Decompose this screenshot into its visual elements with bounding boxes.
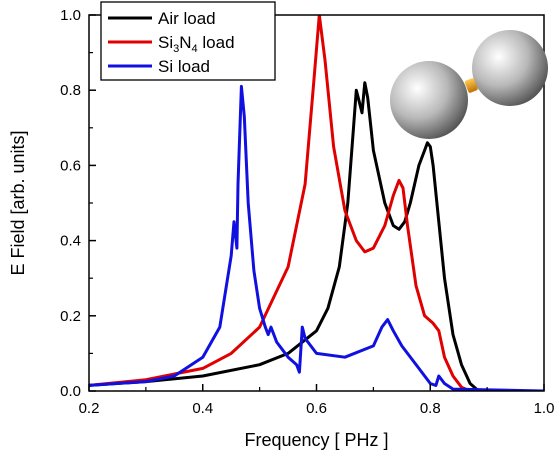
- y-tick-label-1: 0.2: [60, 308, 81, 325]
- x-axis-title: Frequency [ PHz ]: [244, 430, 388, 450]
- series-line-2: [89, 84, 544, 391]
- axes: 0.2 0.4 0.6 0.8 1.00.00.20.40.60.81.0Frequen…: [8, 7, 554, 450]
- dimer-inset: [390, 30, 548, 139]
- legend-label-2-part-0: Si load: [158, 57, 210, 76]
- gap-load: [464, 78, 478, 93]
- legend-label-1-part-1: 3: [173, 43, 179, 55]
- legend-label-1-part-2: N: [179, 33, 191, 52]
- y-tick-label-5: 1.0: [60, 7, 81, 24]
- x-tick-label-3: 0.8: [420, 400, 441, 417]
- y-tick-label-4: 0.8: [60, 82, 81, 99]
- legend-label-1-part-3: 4: [192, 43, 198, 55]
- legend-label-2: Si load: [158, 57, 210, 76]
- series-line-0: [89, 81, 544, 391]
- legend-label-1-part-0: Si: [158, 33, 173, 52]
- right-sphere: [472, 30, 548, 106]
- legend-label-1: Si3N4 load: [158, 33, 235, 55]
- y-tick-label-3: 0.6: [60, 157, 81, 174]
- legend-label-0: Air load: [158, 9, 216, 28]
- x-tick-label-0: 0.2: [79, 400, 100, 417]
- left-sphere: [390, 61, 468, 139]
- legend-label-1-part-4: load: [198, 33, 235, 52]
- y-tick-label-0: 0.0: [60, 383, 81, 400]
- x-tick-label-4: 1.0: [534, 400, 555, 417]
- series-line-1: [89, 15, 544, 391]
- y-tick-label-2: 0.4: [60, 233, 81, 250]
- x-tick-label-1: 0.4: [192, 400, 213, 417]
- series-layer: [89, 15, 544, 391]
- y-axis-title: E Field [arb. units]: [8, 130, 28, 275]
- legend-label-0-part-0: Air load: [158, 9, 216, 28]
- x-tick-label-2: 0.6: [306, 400, 327, 417]
